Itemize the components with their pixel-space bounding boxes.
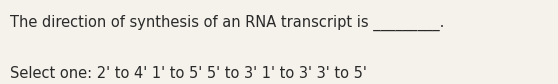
Text: Select one: 2' to 4' 1' to 5' 5' to 3' 1' to 3' 3' to 5': Select one: 2' to 4' 1' to 5' 5' to 3' 1…	[10, 66, 367, 81]
Text: The direction of synthesis of an RNA transcript is _________.: The direction of synthesis of an RNA tra…	[10, 15, 444, 31]
